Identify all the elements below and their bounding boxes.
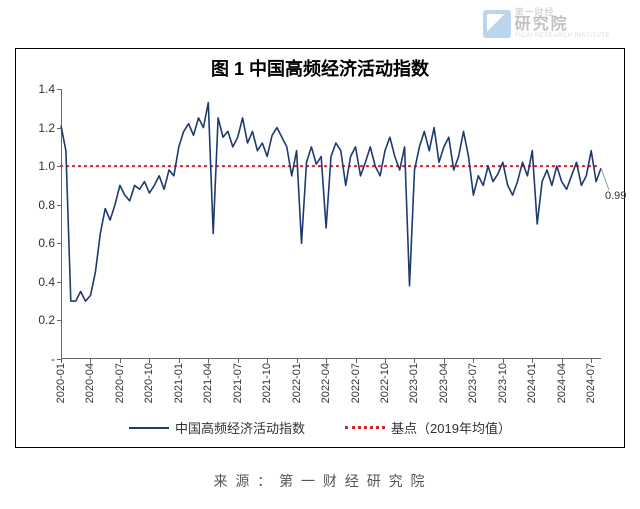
y-axis-label: 1.4 (38, 82, 55, 96)
y-axis-tick (57, 243, 61, 244)
chart-frame: 图 1 中国高频经济活动指数 0.99 -0.20.40.60.81.01.21… (15, 48, 625, 448)
y-axis-tick (57, 128, 61, 129)
x-axis-tick (473, 359, 474, 363)
x-axis-tick (385, 359, 386, 363)
x-axis-tick (414, 359, 415, 363)
x-axis-tick (562, 359, 563, 363)
plot-area: 0.99 -0.20.40.60.81.01.21.42020-012020-0… (61, 89, 601, 359)
x-axis-tick (591, 359, 592, 363)
y-axis-label: 0.4 (38, 275, 55, 289)
y-axis-label: 0.6 (38, 236, 55, 250)
x-axis-tick (444, 359, 445, 363)
logo-line3: YICAI RESEARCH INSTITUTE (515, 33, 610, 39)
x-axis-tick (297, 359, 298, 363)
y-axis-tick (57, 166, 61, 167)
x-axis-tick (356, 359, 357, 363)
x-axis-tick (61, 359, 62, 363)
y-axis-label: 0.2 (38, 313, 55, 327)
watermark-logo: 第一财经 研究院 YICAI RESEARCH INSTITUTE (483, 8, 610, 39)
x-axis-label: 2022-01 (291, 363, 303, 403)
source-attribution: 来 源 ： 第 一 财 经 研 究 院 (0, 471, 640, 491)
y-axis-label: 0.8 (38, 198, 55, 212)
x-axis-label: 2023-04 (438, 363, 450, 403)
logo-line2: 研究院 (515, 17, 610, 33)
x-axis-tick (149, 359, 150, 363)
x-axis-label: 2023-07 (467, 363, 479, 403)
x-axis-tick (179, 359, 180, 363)
x-axis-tick (532, 359, 533, 363)
y-axis-tick (57, 89, 61, 90)
x-axis-label: 2021-01 (173, 363, 185, 403)
x-axis-tick (90, 359, 91, 363)
x-axis-label: 2024-01 (526, 363, 538, 403)
x-axis-tick (267, 359, 268, 363)
x-axis-label: 2023-01 (408, 363, 420, 403)
legend-label-baseline: 基点（2019年均值） (391, 418, 511, 437)
legend-swatch-solid (129, 427, 169, 429)
legend-item-main: 中国高频经济活动指数 (129, 418, 305, 437)
main-series-line (61, 103, 601, 302)
end-annotation: 0.99 (605, 190, 626, 202)
x-axis-label: 2020-10 (143, 363, 155, 403)
x-axis-tick (120, 359, 121, 363)
x-axis-tick (503, 359, 504, 363)
x-axis-label: 2020-07 (114, 363, 126, 403)
x-axis-label: 2020-04 (84, 363, 96, 403)
x-axis-label: 2024-07 (585, 363, 597, 403)
y-axis-label: 1.2 (38, 121, 55, 135)
x-axis-label: 2020-01 (55, 363, 67, 403)
x-axis-label: 2023-10 (497, 363, 509, 403)
chart-title: 图 1 中国高频经济活动指数 (16, 55, 624, 81)
legend-swatch-dotted (345, 426, 385, 429)
y-axis-label: 1.0 (38, 159, 55, 173)
x-axis-tick (326, 359, 327, 363)
legend-label-main: 中国高频经济活动指数 (175, 418, 305, 437)
legend-item-baseline: 基点（2019年均值） (345, 418, 511, 437)
x-axis-tick (238, 359, 239, 363)
legend: 中国高频经济活动指数 基点（2019年均值） (16, 418, 624, 437)
logo-icon (483, 10, 511, 38)
x-axis-label: 2022-04 (320, 363, 332, 403)
y-axis-tick (57, 282, 61, 283)
y-axis-tick (57, 320, 61, 321)
x-axis-label: 2021-10 (261, 363, 273, 403)
chart-lines (61, 89, 601, 359)
x-axis-tick (208, 359, 209, 363)
x-axis-label: 2021-07 (232, 363, 244, 403)
annotation-connector (601, 168, 609, 190)
x-axis-label: 2022-07 (350, 363, 362, 403)
x-axis-label: 2021-04 (202, 363, 214, 403)
x-axis-label: 2022-10 (379, 363, 391, 403)
logo-text: 第一财经 研究院 YICAI RESEARCH INSTITUTE (515, 8, 610, 39)
y-axis-tick (57, 205, 61, 206)
x-axis-label: 2024-04 (556, 363, 568, 403)
